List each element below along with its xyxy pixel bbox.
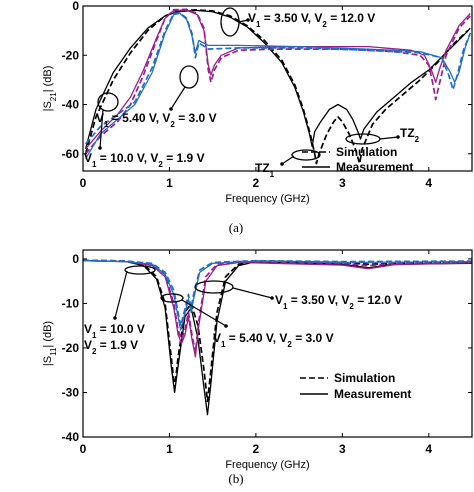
x-tick-label: 3: [339, 176, 346, 190]
x-tick-label: 1: [166, 442, 173, 456]
callout-arrowhead: [169, 107, 173, 111]
figure-caption: (a): [229, 220, 243, 235]
plot-frame: [82, 249, 473, 438]
y-axis-label: |S21| (dB): [42, 66, 58, 112]
callout-ellipse: [345, 133, 381, 145]
callout-arrowhead: [113, 316, 117, 320]
callout-leader: [379, 136, 399, 140]
callout-ellipse: [160, 293, 184, 303]
callout-ellipse: [124, 265, 156, 275]
figure-caption: (b): [228, 471, 243, 486]
x-tick-label: 2: [253, 442, 260, 456]
callout-leader: [281, 155, 295, 165]
callout-ellipse: [194, 280, 234, 294]
y-tick-label: -40: [62, 98, 80, 112]
annotation-b3: V1 = 5.40 V, V2 = 3.0 V: [213, 331, 334, 349]
x-tick-label: 0: [80, 176, 87, 190]
series-line-5: [84, 12, 472, 145]
series-line-3: [84, 8, 471, 155]
callout-ellipse: [291, 149, 321, 161]
legend-label: Simulation: [336, 145, 397, 159]
legend-label: Simulation: [334, 371, 395, 385]
series-line-1: [83, 259, 472, 403]
y-tick-label: -30: [62, 385, 80, 399]
x-axis-label: Frequency (GHz): [225, 193, 309, 205]
chart-b: 0 1 2 3 4 -40 -30 -20 -10 0 Frequency (GHz) |S11| (…: [42, 249, 473, 486]
callout-leader: [114, 270, 128, 319]
callout-arrowhead: [280, 162, 284, 166]
plot-frame: [82, 5, 473, 172]
callout-arrowhead: [396, 135, 400, 139]
series-line-4: [83, 260, 472, 358]
callout-leader: [232, 287, 273, 299]
legend-label: Measurement: [336, 160, 413, 174]
x-tick-label: 0: [80, 442, 87, 456]
annotation-a3: V1 = 10.0 V, V2 = 1.9 V: [84, 151, 205, 169]
x-tick-label: 4: [425, 176, 432, 190]
y-tick-label: -40: [62, 430, 80, 444]
callout-ellipse: [97, 92, 119, 112]
y-tick-label: -20: [62, 48, 80, 62]
x-tick-label: 1: [166, 176, 173, 190]
callout-leader: [181, 299, 227, 327]
y-tick-label: -60: [62, 147, 80, 161]
y-axis-label: |S11| (dB): [42, 321, 58, 366]
annotation-b1: V1 = 10.0 V: [84, 322, 145, 340]
callout-arrowhead: [270, 296, 274, 300]
x-tick-label: 3: [339, 442, 346, 456]
chart-a: 0 1 2 3 4 -60 -40 -20 0 Frequency (GHz) |S21| (dB)…: [42, 0, 473, 235]
x-axis-label: Frequency (GHz): [225, 459, 309, 471]
callout-ellipse: [179, 65, 199, 89]
callout-leader: [99, 109, 104, 149]
x-tick-label: 4: [425, 442, 432, 456]
y-tick-label: 0: [72, 252, 79, 266]
series-line-1: [84, 9, 469, 165]
y-tick-label: -20: [62, 341, 80, 355]
callout-arrowhead: [98, 146, 102, 150]
annotation-b2: V2 = 1.9 V: [84, 338, 138, 356]
annotation-a2: V1 = 5.40 V, V2 = 3.0 V: [96, 111, 217, 129]
callout-ellipse: [220, 7, 240, 37]
annotation-tz2: TZ2: [400, 126, 420, 144]
series-line-6: [83, 260, 472, 331]
series-line-4: [85, 9, 471, 150]
callout-leader: [170, 86, 186, 110]
annotation-b4: V1 = 3.50 V, V2 = 12.0 V: [275, 293, 402, 311]
y-tick-label: 0: [72, 0, 79, 13]
annotation-a1: V1 = 3.50 V, V2 = 12.0 V: [248, 11, 375, 29]
callout-arrowhead: [224, 324, 228, 328]
legend-label: Measurement: [334, 387, 411, 401]
y-tick-label: -10: [62, 296, 80, 310]
series-line-6: [85, 12, 471, 160]
x-tick-label: 2: [253, 176, 260, 190]
annotation-tz1: TZ1: [255, 161, 275, 179]
callout-arrowhead: [246, 18, 250, 22]
